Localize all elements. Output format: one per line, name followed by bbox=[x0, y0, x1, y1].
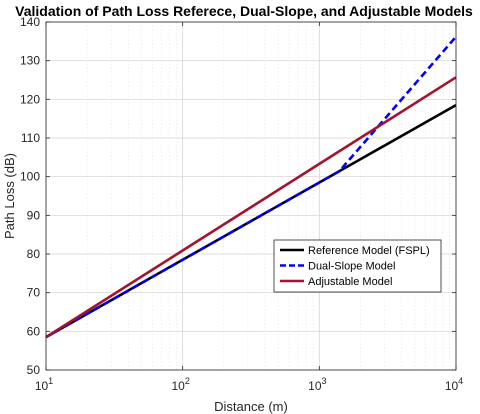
y-tick-label: 70 bbox=[27, 286, 41, 300]
y-tick-label: 140 bbox=[20, 15, 40, 29]
x-tick-label: 103 bbox=[308, 376, 326, 393]
x-tick-label: 104 bbox=[445, 376, 463, 393]
legend-entry: Reference Model (FSPL) bbox=[308, 245, 430, 257]
x-tick-label: 102 bbox=[171, 376, 189, 393]
chart-title: Validation of Path Loss Referece, Dual-S… bbox=[15, 3, 473, 19]
y-tick-label: 110 bbox=[21, 131, 40, 145]
y-tick-label: 60 bbox=[27, 324, 41, 338]
y-tick-label: 90 bbox=[27, 208, 41, 222]
legend-entry: Dual-Slope Model bbox=[308, 261, 395, 273]
x-tick-label: 101 bbox=[35, 376, 53, 393]
y-axis-label: Path Loss (dB) bbox=[2, 153, 17, 239]
y-tick-label: 50 bbox=[27, 363, 41, 377]
x-axis-label: Distance (m) bbox=[214, 399, 288, 414]
legend-entry: Adjustable Model bbox=[308, 276, 392, 288]
series-lines bbox=[45, 35, 457, 339]
plot-frame bbox=[45, 21, 457, 371]
grid bbox=[45, 21, 457, 371]
series-line-adjustable-model bbox=[45, 76, 457, 339]
legend: Reference Model (FSPL) Dual-Slope Model Ad… bbox=[273, 239, 442, 293]
y-tick-label: 130 bbox=[20, 54, 40, 68]
y-tick-label: 100 bbox=[20, 170, 40, 184]
y-tick-label: 120 bbox=[20, 92, 40, 106]
tick-labels: 50 60 70 80 90 100 110 120 130 140 101 102 103 104 bbox=[20, 15, 463, 393]
y-tick-label: 80 bbox=[27, 247, 41, 261]
